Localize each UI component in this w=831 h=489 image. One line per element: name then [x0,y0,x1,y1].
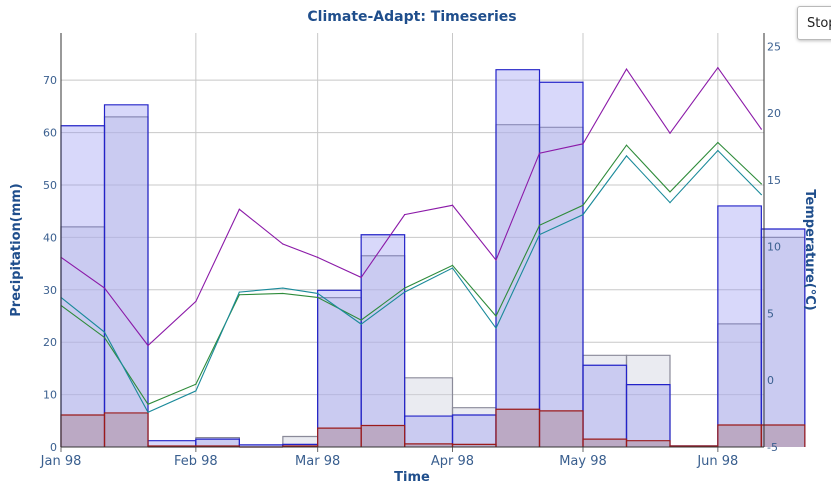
precip-bar [538,81,584,447]
temperature-point [760,183,762,185]
temperature-point [282,292,284,295]
temperature-point [451,204,454,206]
temperature-point [451,267,454,269]
temperature-point [282,287,284,289]
y-right-axis-title: Temperature(°C) [802,189,817,310]
temperature-point [538,224,541,226]
temperature-point [238,291,240,293]
precip-area-fill [61,69,805,448]
y-left-tick-label: 50 [43,179,57,192]
precip-bar [103,412,149,447]
y-right-tick-label: 15 [767,174,781,187]
precip-series-3 [60,408,806,448]
y-left-tick-label: 70 [43,74,57,87]
temperature-point [195,390,197,392]
temperature-point [238,294,240,296]
temperature-point [317,256,319,258]
temperature-line [60,66,762,347]
temperature-point [669,202,671,204]
temperature-point [538,234,541,236]
stop-button[interactable]: Stop [797,6,831,40]
x-tick-label: May 98 [559,454,607,469]
x-tick-label: Jan 98 [40,454,82,469]
precip-bar [625,384,671,447]
precip-bar [538,410,584,447]
temperature-point [360,319,362,321]
temperature-point [669,132,671,134]
temperature-point [538,152,541,154]
precip-bar [360,424,406,447]
y-left-tick-label: 30 [43,284,57,297]
temperature-point [238,208,240,210]
temperature-point [582,204,584,206]
precipitation-step-areas [60,69,806,448]
temperature-point [669,191,671,193]
precip-bar [760,424,806,447]
temperature-point [317,296,319,299]
y-left-axis-title: Precipitation(mm) [9,183,24,317]
precip-bar [760,228,806,447]
y-right-tick-label: 5 [767,307,774,320]
temperature-point [282,243,284,245]
temperature-point [717,141,719,144]
temperature-point [625,155,628,157]
temperature-point [147,403,149,405]
temperature-point [495,259,497,261]
precip-bar [103,104,149,447]
temperature-point [760,193,762,196]
temperature-series-2 [60,141,762,405]
y-left-tick-label: 0 [50,441,57,454]
temperature-point [195,300,197,303]
x-tick-label: Mar 98 [295,454,340,469]
temperature-point [582,143,584,145]
temperature-point [103,336,106,339]
temperature-point [451,264,454,266]
chart-title: Climate-Adapt: Timeseries [307,9,516,25]
temperature-point [495,327,497,329]
temperature-point [404,287,406,289]
x-tick-label: Feb 98 [174,454,218,469]
y-right-tick-label: -5 [767,441,778,454]
y-left-tick-label: 40 [43,231,57,244]
temperature-point [195,383,197,385]
temperature-point [404,291,406,293]
precip-bar [360,234,406,447]
temperature-point [717,149,719,152]
temperature-point [147,344,149,347]
temperature-point [625,144,628,146]
precip-bar [195,438,240,447]
precip-series-1 [60,116,806,448]
temperature-point [495,315,497,317]
x-axis-title: Time [394,470,430,485]
temperature-point [404,214,406,216]
temperature-point [103,331,106,333]
precip-bar [625,440,671,447]
y-left-tick-label: 20 [43,336,57,349]
x-tick-label: Jun 98 [696,454,738,469]
precip-area-fill [61,116,805,448]
y-right-tick-label: 10 [767,241,781,254]
temperature-point [317,292,319,295]
y-left-tick-label: 10 [43,389,57,402]
temperature-point [147,411,149,413]
temperature-point [360,276,362,278]
temperature-series-1 [60,66,762,347]
y-right-tick-label: 20 [767,107,781,120]
axes [60,33,765,452]
temperature-series-3 [60,149,762,413]
temperature-point [360,323,362,325]
y-right-tick-label: 0 [767,374,774,387]
x-tick-label: Apr 98 [431,454,474,469]
temperature-point [760,128,762,130]
temperature-point [103,287,106,289]
y-right-tick-label: 25 [767,40,781,53]
tick-labels: 0 10 20 30 40 50 60 70 -5 0 5 10 15 20 25 Jan 98 Feb 98 M… [40,40,781,469]
y-left-tick-label: 60 [43,127,57,140]
temperature-point [625,68,628,70]
temperature-point [717,67,719,69]
temperature-lines [60,66,762,413]
temperature-point [582,214,584,216]
